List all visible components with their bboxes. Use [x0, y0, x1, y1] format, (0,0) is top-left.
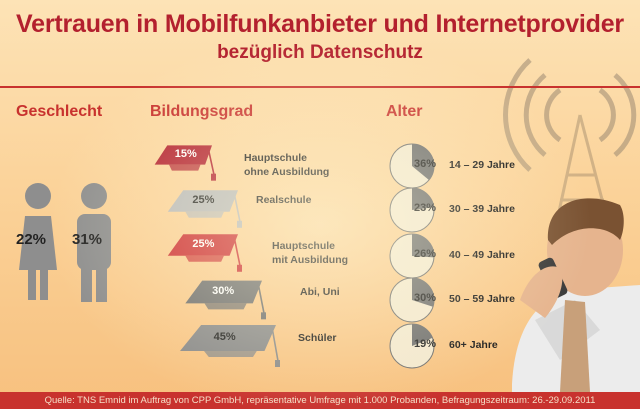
age-value-label: 36% [414, 158, 437, 170]
education-value-label: 45% [213, 331, 236, 343]
education-label: ohne Ausbildung [244, 166, 330, 178]
title-divider [0, 86, 640, 88]
education-label: Realschule [256, 194, 312, 206]
age-pie-slice [412, 278, 435, 307]
gender-value-label: 22% [16, 231, 47, 248]
man-icon [77, 183, 111, 302]
signal-waves-icon [503, 58, 637, 172]
education-value-label: 25% [192, 238, 215, 250]
age-value-label: 26% [414, 248, 437, 260]
age-pie [389, 143, 435, 189]
graduation-cap-icon [180, 325, 280, 367]
education-label: Abi, Uni [300, 286, 340, 298]
man-on-phone-photo [512, 198, 640, 392]
age-pie-slice [412, 144, 434, 181]
chart-title: Vertrauen in Mobilfunkanbieter und Inter… [16, 10, 624, 38]
age-pie-slice [412, 188, 434, 210]
age-category-label: 30 – 39 Jahre [449, 203, 515, 215]
age-category-label: 14 – 29 Jahre [449, 159, 515, 171]
section-title-age: Alter [386, 103, 423, 120]
age-pie [389, 323, 435, 369]
age-pie [389, 233, 435, 279]
section-title-education: Bildungsgrad [150, 103, 254, 120]
education-value-label: 30% [212, 285, 235, 297]
age-category-label: 60+ Jahre [449, 339, 498, 351]
age-value-label: 19% [414, 338, 437, 350]
graduation-cap-icon [185, 280, 266, 320]
age-category-label: 40 – 49 Jahre [449, 249, 515, 261]
graduation-cap-icon [167, 234, 242, 272]
age-pie-slice [412, 324, 433, 346]
graduation-cap-icon [167, 190, 242, 228]
education-label: Hauptschule [272, 240, 336, 252]
education-label: mit Ausbildung [272, 254, 349, 266]
education-label: Schüler [298, 332, 337, 344]
age-value-label: 30% [414, 292, 437, 304]
source-footer: Quelle: TNS Emnid im Auftrag von CPP Gmb… [0, 392, 640, 409]
section-title-gender: Geschlecht [16, 103, 103, 120]
woman-icon [19, 183, 57, 300]
education-value-label: 15% [174, 148, 197, 160]
age-value-label: 23% [414, 202, 437, 214]
age-pie-slice [412, 234, 434, 258]
education-label: Hauptschule [244, 152, 308, 164]
graduation-cap-icon [154, 145, 216, 181]
education-value-label: 25% [192, 194, 215, 206]
age-pie [389, 277, 435, 323]
gender-value-label: 31% [72, 231, 103, 248]
chart-subtitle: bezüglich Datenschutz [217, 42, 423, 63]
age-pie [389, 187, 435, 233]
age-category-label: 50 – 59 Jahre [449, 293, 515, 305]
